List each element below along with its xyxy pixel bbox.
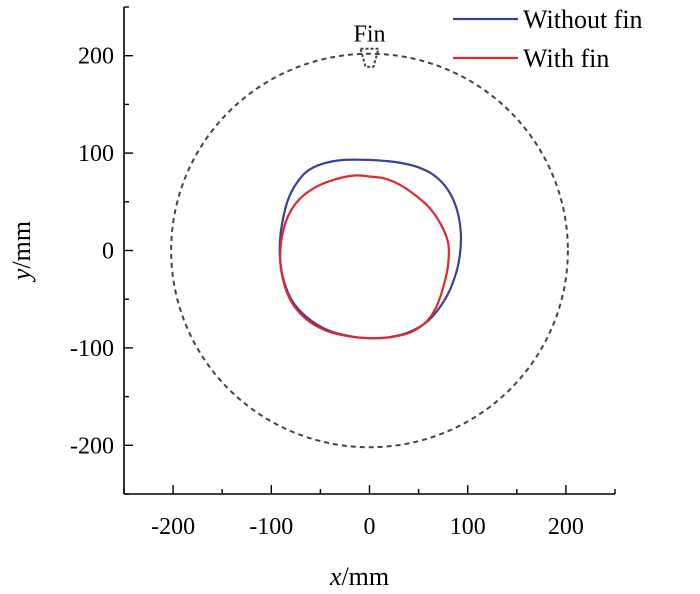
y-tick-label: 0 bbox=[102, 239, 114, 265]
fin-shape bbox=[359, 47, 380, 68]
x-tick-label: 0 bbox=[364, 514, 376, 540]
x-tick-label: 200 bbox=[548, 514, 584, 540]
series-line-with-fin bbox=[278, 174, 450, 340]
x-tick-label: 100 bbox=[450, 514, 486, 540]
fin-annotation: Fin bbox=[353, 21, 385, 47]
y-tick-label: 100 bbox=[78, 141, 114, 167]
dashed-boundary-circle bbox=[170, 52, 569, 449]
legend-label-without-fin: Without fin bbox=[523, 5, 643, 34]
ticks: -200 -100 0 100 200 -200 -100 0 100 200 bbox=[70, 6, 616, 540]
x-tick-label: -100 bbox=[249, 514, 293, 540]
legend: Without fin With fin bbox=[453, 5, 643, 73]
fin-marker bbox=[359, 47, 380, 68]
x-tick-label: -200 bbox=[151, 514, 195, 540]
y-axis-title: y/mm bbox=[7, 221, 36, 283]
y-tick-label: -200 bbox=[70, 433, 114, 459]
series bbox=[170, 52, 569, 449]
axes bbox=[123, 7, 615, 495]
legend-label-with-fin: With fin bbox=[523, 44, 609, 73]
y-tick-label: -100 bbox=[70, 336, 114, 362]
y-tick-label: 200 bbox=[78, 44, 114, 70]
x-axis-title: x/mm bbox=[329, 562, 389, 591]
